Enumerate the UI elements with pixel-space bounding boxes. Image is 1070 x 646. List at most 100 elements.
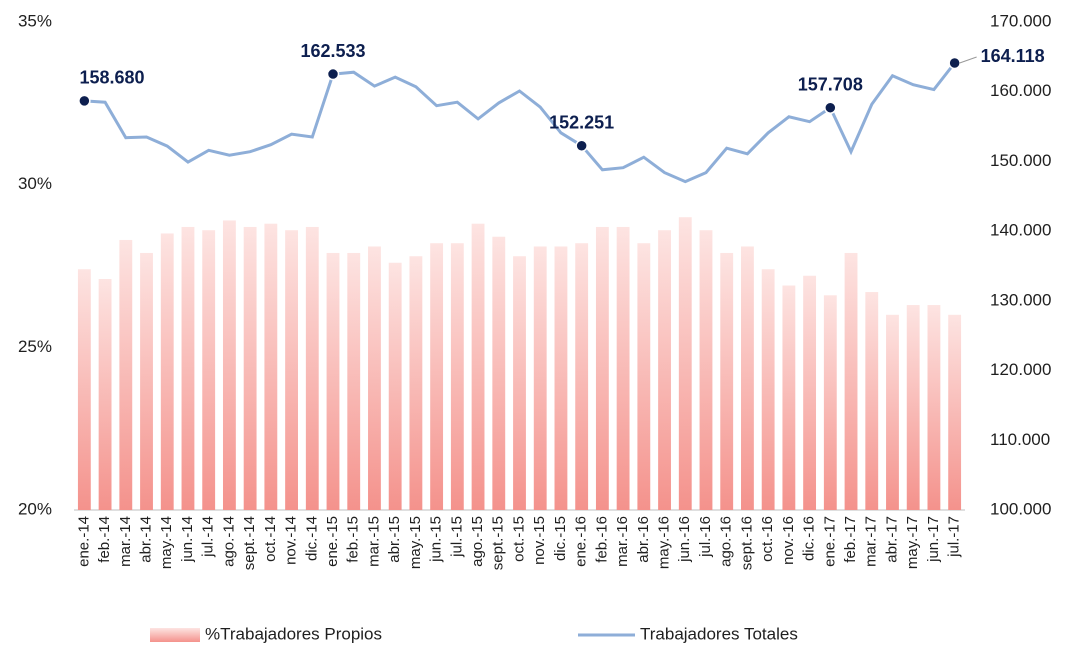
x-tick-label: mar.-16: [614, 516, 631, 567]
legend-label: Trabajadores Totales: [640, 624, 798, 643]
bar: [533, 246, 547, 511]
marker: [575, 139, 588, 152]
bar: [658, 230, 671, 511]
marker: [824, 101, 837, 114]
x-tick-label: abr.-17: [883, 516, 900, 563]
bar: [181, 226, 195, 510]
data-label: 164.118: [981, 46, 1045, 66]
x-tick-label: jul.-17: [946, 516, 963, 558]
data-label: 157.708: [798, 74, 863, 94]
bar: [865, 292, 879, 510]
bar: [595, 226, 609, 510]
x-tick-label: feb.-16: [593, 516, 610, 563]
bar: [368, 246, 381, 511]
x-tick-label: may.-15: [407, 516, 424, 569]
y-tick-label: 20%: [18, 499, 52, 518]
bar: [305, 226, 319, 510]
bar: [720, 252, 734, 510]
data-label: 162.533: [300, 41, 365, 61]
y2-tick-label: 140.000: [990, 221, 1051, 240]
bar: [388, 262, 402, 510]
x-tick-label: jul.-16: [697, 516, 714, 558]
bar: [140, 252, 153, 510]
x-tick-label: sept.-14: [241, 516, 258, 570]
bar: [782, 285, 796, 510]
legend-swatch: [150, 628, 200, 642]
x-tick-label: jun.-14: [179, 516, 196, 563]
bar: [160, 233, 174, 510]
bar: [699, 230, 713, 511]
bar: [906, 305, 920, 510]
x-tick-label: may.-17: [904, 516, 921, 569]
marker: [78, 94, 91, 108]
x-tick-label: abr.-16: [635, 516, 652, 563]
bar: [927, 305, 941, 510]
bar: [202, 230, 216, 511]
bar: [678, 217, 692, 510]
x-tick-label: sept.-15: [490, 516, 507, 570]
bar: [264, 223, 278, 510]
x-tick-label: oct.-16: [759, 516, 776, 562]
y-tick-label: 30%: [18, 174, 52, 193]
y-tick-label: 35%: [18, 11, 52, 30]
y2-tick-label: 160.000: [990, 81, 1051, 100]
x-tick-label: dic.-16: [801, 516, 818, 561]
bar: [222, 220, 236, 510]
bar: [77, 269, 91, 510]
y-tick-label: 25%: [18, 337, 52, 356]
x-tick-label: mar.-15: [365, 516, 382, 567]
x-tick-label: feb.-15: [345, 516, 362, 563]
x-tick-label: mar.-17: [863, 516, 880, 567]
bar: [616, 226, 630, 510]
y2-tick-label: 100.000: [990, 499, 1051, 518]
x-tick-label: ago.-15: [469, 516, 486, 567]
bar: [285, 230, 298, 511]
bar: [98, 279, 112, 510]
x-tick-label: ene.-16: [573, 516, 590, 567]
x-tick-label: oct.-14: [262, 516, 279, 562]
y2-tick-label: 110.000: [990, 430, 1050, 449]
y2-tick-label: 120.000: [990, 360, 1051, 379]
bar: [575, 243, 589, 510]
bar: [119, 239, 133, 510]
x-tick-label: nov.-15: [531, 516, 548, 565]
x-tick-label: dic.-14: [303, 516, 320, 561]
x-tick-label: ene.-17: [821, 516, 838, 567]
bar: [637, 243, 651, 510]
bar: [326, 252, 340, 510]
y2-tick-label: 130.000: [990, 290, 1051, 309]
bar: [243, 226, 257, 510]
y2-tick-label: 170.000: [990, 11, 1051, 30]
bar: [492, 236, 506, 510]
bar: [430, 243, 444, 510]
x-tick-label: jun.-17: [925, 516, 942, 563]
bar: [471, 223, 485, 510]
bar: [844, 252, 858, 510]
x-tick-label: nov.-16: [780, 516, 797, 565]
bar: [761, 269, 775, 510]
x-tick-label: ene.-14: [75, 516, 92, 567]
x-tick-label: abr.-15: [386, 516, 403, 563]
bar: [554, 246, 568, 511]
bar: [513, 256, 526, 510]
x-tick-label: abr.-14: [137, 516, 154, 563]
x-tick-label: jun.-15: [428, 516, 445, 563]
x-tick-label: feb.-14: [96, 516, 113, 563]
bar: [823, 295, 837, 510]
legend-label: %Trabajadores Propios: [205, 624, 382, 643]
x-tick-label: dic.-15: [552, 516, 569, 561]
bar: [948, 314, 962, 510]
bar: [803, 275, 817, 510]
data-label: 152.251: [549, 112, 614, 132]
line: [84, 62, 956, 184]
x-tick-label: nov.-14: [283, 516, 300, 565]
y2-tick-label: 150.000: [990, 151, 1051, 170]
x-tick-label: mar.-14: [117, 516, 134, 567]
x-tick-label: may.-16: [656, 516, 673, 569]
x-tick-label: jul.-14: [200, 516, 217, 558]
x-tick-label: ago.-14: [220, 516, 237, 567]
bar: [347, 252, 361, 510]
leader-line: [959, 56, 977, 64]
bar: [450, 243, 464, 510]
